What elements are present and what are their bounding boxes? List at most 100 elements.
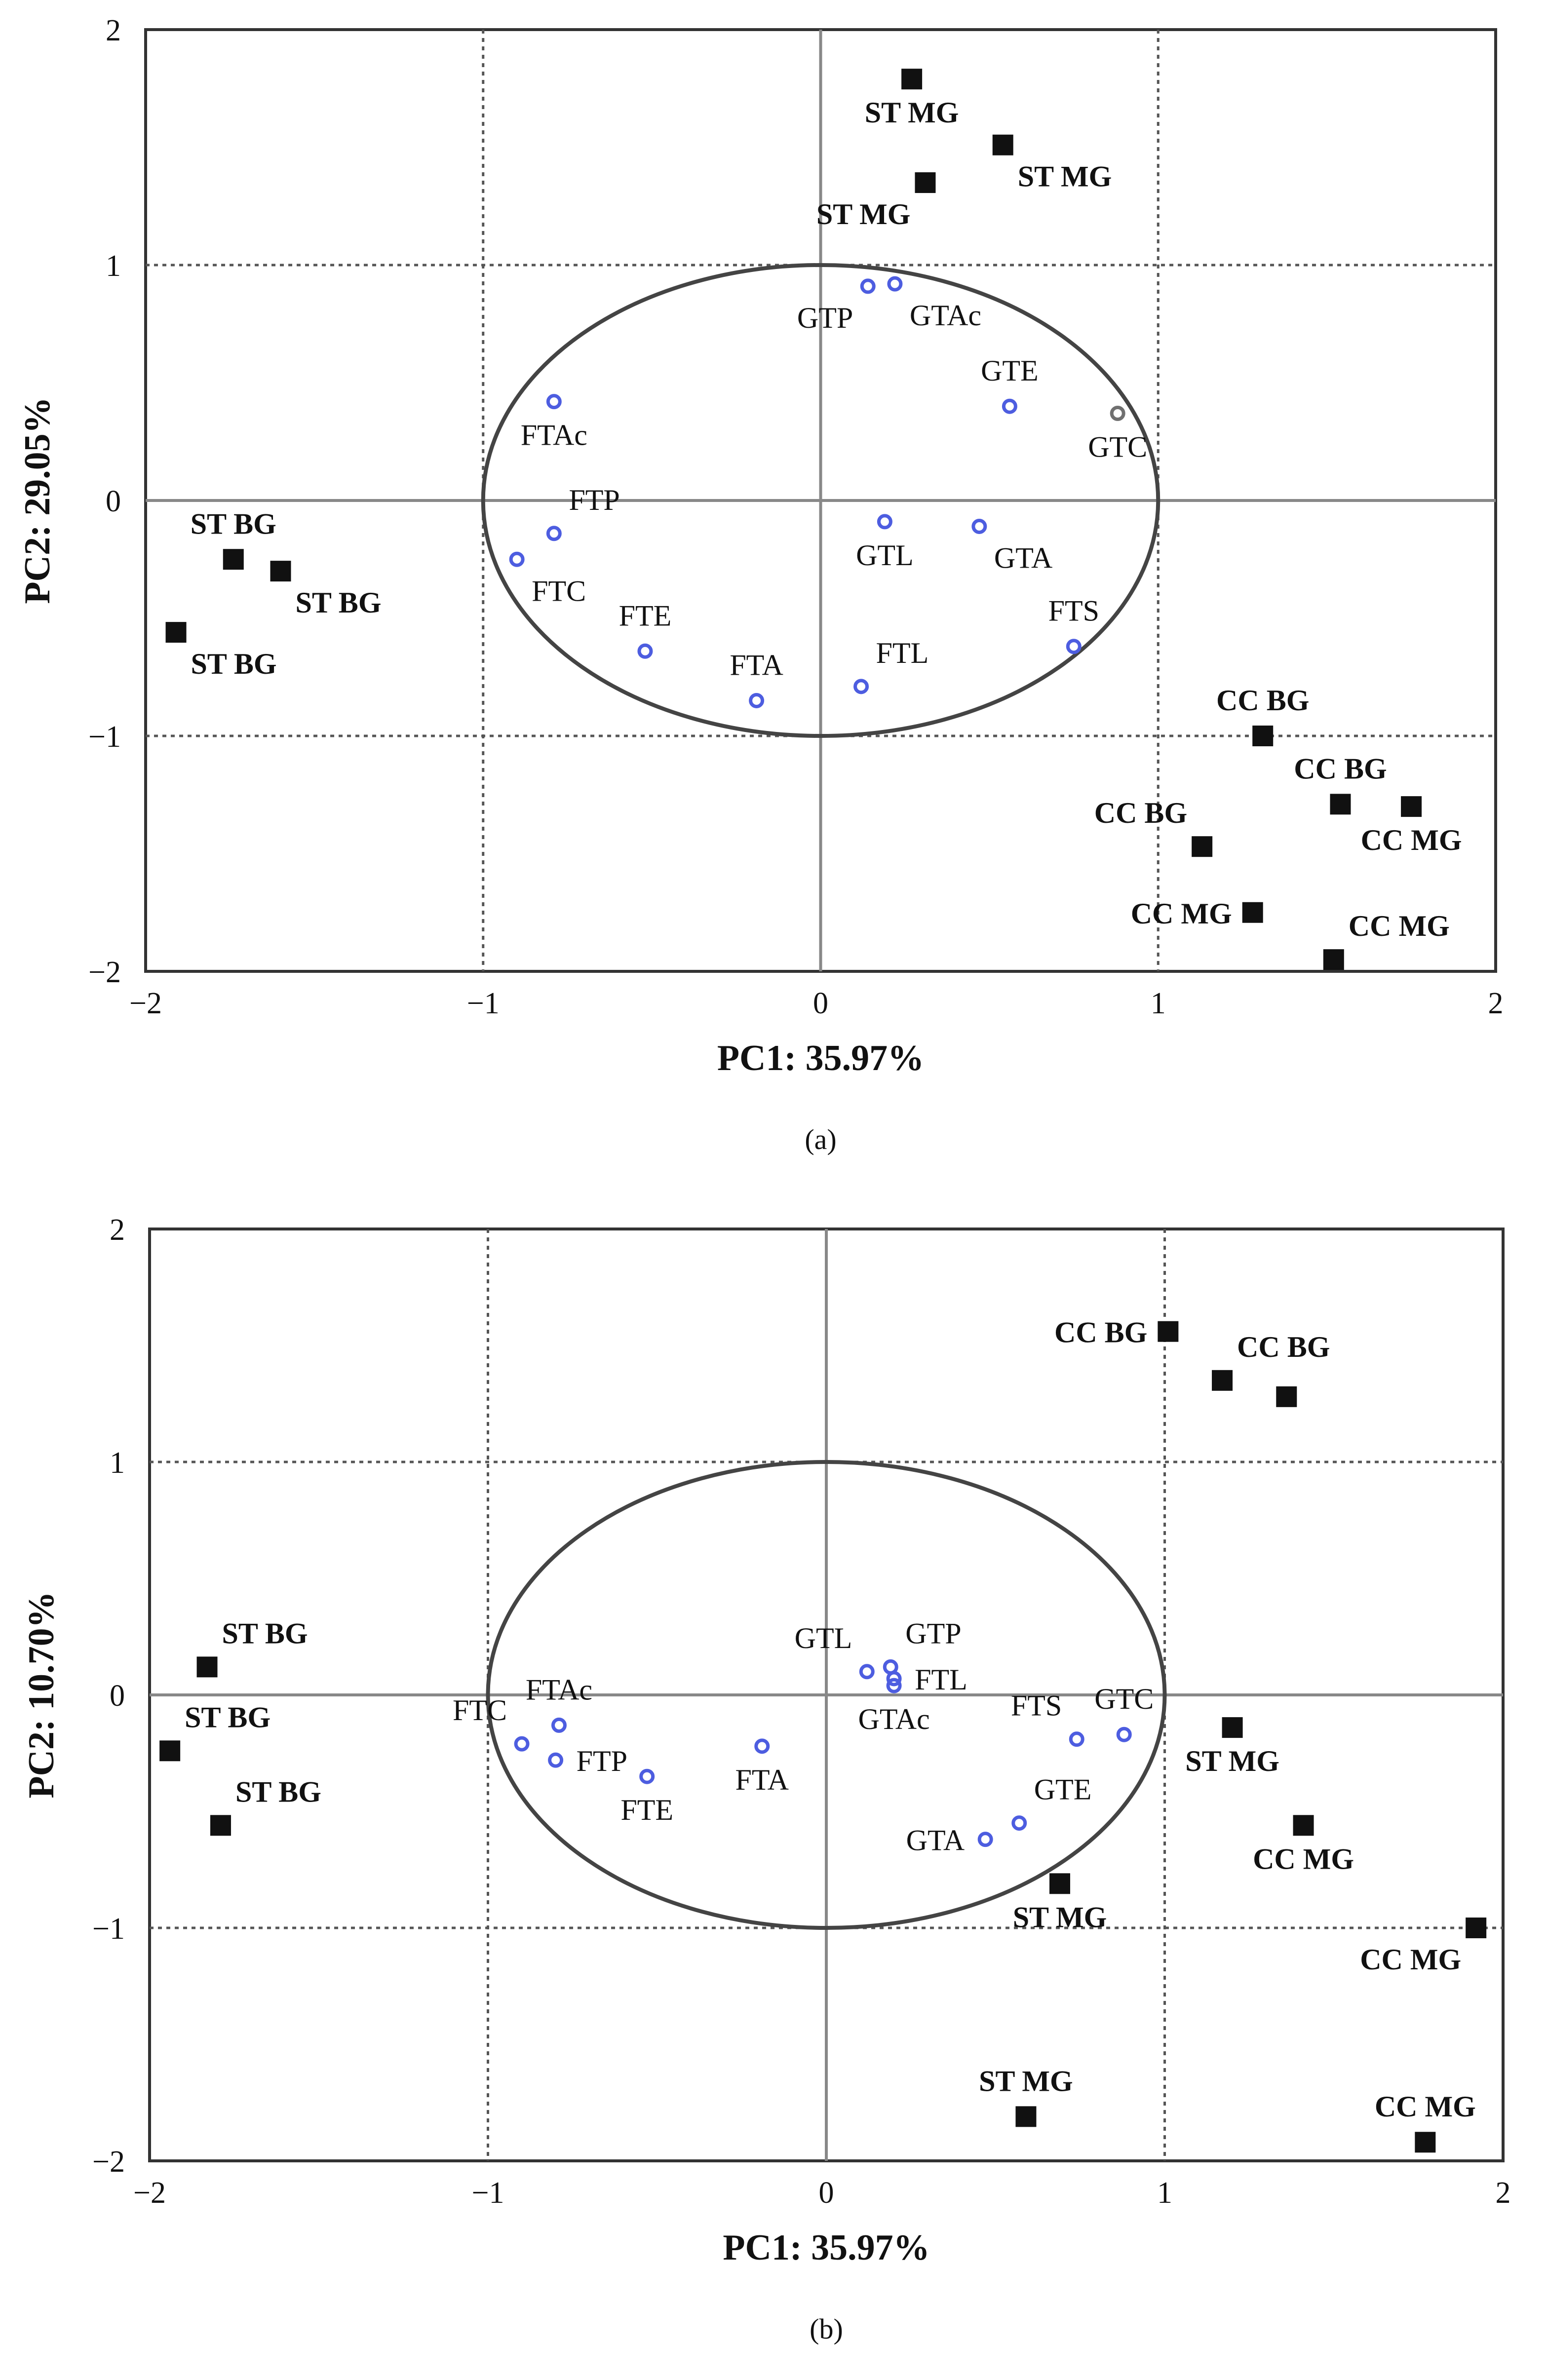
panel-b-variable-marker [886,1671,902,1687]
panel-a-variable-label: FTE [619,599,672,632]
panel-a-sample-label: CC BG [1294,752,1387,785]
panel-a-variable-marker [877,514,892,530]
panel-a-sample-label: ST BG [191,648,277,680]
panel-b-x-tick-label: 2 [1496,2176,1511,2210]
panel-b-sample-label: ST MG [979,2065,1073,2097]
panel-b-sample-marker [1466,1918,1487,1938]
panel-b-sample-marker [1415,2132,1436,2153]
panel-b-sample-label: CC MG [1253,1843,1354,1875]
panel-a-panel-label: (a) [805,1123,836,1155]
panel-a-variable-label: FTA [730,649,783,681]
panel-a-correlation-circle [481,263,1160,738]
panel-b-sample-label: ST BG [235,1775,321,1808]
panel-a-sample-marker [1323,949,1344,970]
panel-a-sample-marker [915,172,936,193]
panel-b-x-tick-label: −1 [472,2176,504,2210]
panel-b-sample-label: ST MG [1013,1901,1107,1933]
panel-b-variable-label: FTL [915,1663,967,1696]
panel-b-sample-marker [1158,1321,1179,1342]
panel-a-sample-marker [1252,726,1274,746]
panel-a-x-tick-label: −1 [467,987,500,1020]
panel-a-x-axis-title: PC1: 35.97% [717,1038,924,1078]
panel-a-sample-label: ST BG [191,507,276,540]
panel-b-variable-label: GTL [795,1622,852,1654]
panel-a-sample-marker [992,134,1013,155]
panel-a-x-tick-label: 0 [813,987,828,1020]
panel-b-variable-label: FTAc [526,1673,592,1706]
panel-a-y-tick-label: 1 [106,249,121,283]
panel-b-y-tick-label: −1 [92,1912,125,1946]
panel-b-variable-marker [551,1717,567,1733]
panel-a-variable-marker [860,278,876,294]
panel-b-sample-marker [196,1656,218,1678]
panel-a-sample-label: ST MG [1018,160,1112,193]
panel-b-y-tick-label: 0 [110,1679,125,1713]
panel-a-y-axis-title: PC2: 29.05% [17,397,58,604]
panel-b-variable-label: GTAc [858,1703,930,1735]
panel-a-y-tick-label: −2 [88,956,121,989]
panel-a-variable-label: GTC [1088,431,1147,463]
panel-b-sample-label: ST BG [222,1617,308,1650]
panel-b-variable-marker [977,1832,993,1847]
panel-a-variable-marker [853,679,869,694]
panel-a-variable-label: GTAc [910,299,981,332]
panel-b-sample-marker [159,1740,181,1762]
panel-b-sample-label: CC BG [1237,1331,1330,1363]
panel-a-variable-marker [1066,639,1082,654]
panel-b-sample-label: CC BG [1054,1316,1147,1349]
panel-a-sample-label: CC MG [1361,824,1462,856]
panel-b-variable-marker [639,1768,655,1784]
panel-a-variable-marker [1002,398,1017,414]
panel-b-variable-label: FTC [453,1694,507,1727]
panel-b-variable-label: FTP [577,1745,627,1777]
panel-a-sample-marker [1330,794,1351,815]
panel-b-panel-label: (b) [810,2313,843,2345]
panel-a-sample-label: ST MG [816,198,911,230]
panel-a-variable-label: GTA [994,541,1053,574]
panel-b-x-tick-label: 0 [819,2176,834,2210]
panel-b-sample-marker [1212,1370,1233,1391]
panel-a-y-tick-label: 0 [106,485,121,518]
panel-a-sample-marker [165,622,187,643]
panel-a-x-tick-label: −2 [129,987,162,1020]
panel-b-sample-marker [210,1815,231,1836]
panel-a-variable-marker [509,551,525,567]
panel-b-y-axis-title: PC2: 10.70% [21,1591,62,1798]
panel-b-y-tick-label: 1 [110,1446,125,1480]
panel-a-variable-label: GTP [797,302,853,334]
panel-a-sample-marker [270,561,291,582]
panel-a-variable-marker [637,643,653,659]
panel-b-variable-label: GTE [1034,1773,1092,1806]
panel-b-variable-label: FTS [1011,1689,1062,1722]
panel-a-variable-marker [887,276,903,292]
panel-a-x-tick-label: 1 [1151,987,1166,1020]
panel-a-variable-marker [546,526,562,541]
panel-a: −2 −1 0 1 2 −2 −1 0 1 2 PC1: 35.97% PC2: 29.05% (a) S… [17,14,1504,1155]
panel-b-sample-label: CC MG [1375,2090,1476,2123]
panel-a-sample-label: ST MG [865,96,959,129]
panel-b-correlation-circle [486,1460,1167,1930]
panel-b-variable-marker [548,1752,564,1768]
panel-a-variable-marker [749,692,765,708]
panel-b-variable-marker [886,1678,902,1693]
panel-a-sample-label: CC BG [1094,797,1187,829]
panel-a-sample-marker [1401,796,1422,817]
panel-a-variable-label: GTL [856,539,914,572]
panel-a-sample-marker [223,549,244,570]
panel-a-variable-label: FTL [876,637,929,669]
panel-b-x-axis-title: PC1: 35.97% [723,2227,929,2268]
panel-a-variable-label: FTS [1048,595,1099,627]
panel-a-sample-marker [1242,902,1263,923]
panel-b-variable-label: GTA [906,1824,965,1857]
panel-b-variable-marker [754,1738,770,1754]
panel-b-sample-marker [1293,1815,1314,1836]
panel-a-variable-label: GTE [981,354,1039,387]
panel-b-variable-marker [1069,1731,1084,1747]
panel-b-y-tick-label: −2 [92,2145,125,2179]
panel-b-variable-label: FTA [735,1764,789,1796]
panel-a-sample-label: CC BG [1216,684,1309,717]
panel-a-variable-marker [971,518,987,534]
panel-a-variable-marker [546,394,562,410]
panel-b-variable-label: GTP [905,1617,961,1650]
